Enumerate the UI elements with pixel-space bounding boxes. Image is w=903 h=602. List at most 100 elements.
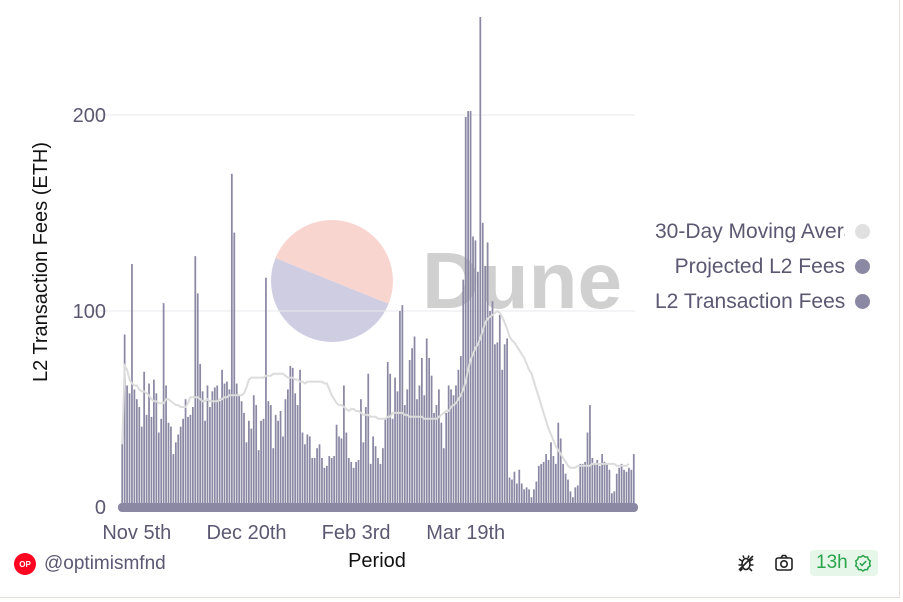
fee-bar xyxy=(143,371,146,507)
fee-bar xyxy=(330,458,333,507)
camera-icon[interactable] xyxy=(772,551,796,575)
fee-bar xyxy=(377,458,379,507)
fee-bar xyxy=(189,414,192,507)
fee-bar xyxy=(160,418,163,507)
fee-bar xyxy=(362,442,365,507)
fee-bar xyxy=(584,461,586,507)
legend-item-projected-fees[interactable]: Projected L2 Fees xyxy=(650,249,870,284)
fee-bar xyxy=(413,336,416,507)
x-tick-label: Mar 19th xyxy=(426,522,505,544)
fee-bar xyxy=(457,369,460,507)
fee-bar xyxy=(252,395,255,507)
fee-bar xyxy=(245,442,248,507)
fee-bar xyxy=(145,414,148,507)
legend: 30-Day Moving Average Projected L2 Fees … xyxy=(650,214,870,319)
fee-bar xyxy=(610,493,613,507)
fee-bar xyxy=(557,422,560,507)
fee-bar xyxy=(615,473,618,507)
fee-bar xyxy=(418,385,421,507)
fee-bar xyxy=(296,405,299,507)
moving-average-line xyxy=(121,309,630,469)
fee-bar xyxy=(284,399,287,507)
watermark-purple-half xyxy=(270,258,389,342)
y-axis-ticks: 0 100 200 xyxy=(73,105,106,519)
fee-bar xyxy=(391,418,394,507)
fee-bar xyxy=(165,385,167,507)
age-label: 13h xyxy=(816,552,848,573)
fee-bar xyxy=(386,361,389,507)
fee-bar xyxy=(430,375,433,507)
fee-bar xyxy=(369,463,372,507)
fee-bar xyxy=(423,395,426,507)
bug-icon[interactable] xyxy=(734,551,758,575)
freshness-badge[interactable]: 13h xyxy=(810,550,878,576)
fee-bar xyxy=(442,448,445,507)
fee-bar xyxy=(367,373,370,507)
fee-bar xyxy=(528,489,530,507)
fee-bar xyxy=(364,407,367,507)
fee-bar xyxy=(450,389,452,507)
creator-attribution[interactable]: OP @optimismfnd xyxy=(14,553,166,575)
fee-bar xyxy=(243,412,245,507)
fee-bar xyxy=(552,456,555,507)
fee-bar xyxy=(350,461,353,507)
fee-bar xyxy=(481,222,484,508)
fee-bar xyxy=(518,469,521,507)
fee-bar xyxy=(184,399,187,507)
fee-bar xyxy=(459,356,462,507)
fee-bar xyxy=(513,471,516,507)
fee-bar xyxy=(464,116,467,508)
fee-bar xyxy=(286,389,289,507)
fee-bar xyxy=(294,393,297,507)
fee-bar xyxy=(328,456,331,507)
fee-bar xyxy=(608,469,611,507)
fee-bar xyxy=(438,389,440,507)
fee-bar xyxy=(248,420,250,507)
fee-bar xyxy=(530,497,533,507)
legend-item-transaction-fees[interactable]: L2 Transaction Fees (ETH) xyxy=(650,284,870,319)
fee-bar xyxy=(620,463,623,507)
fee-bar xyxy=(440,422,443,507)
fee-bar xyxy=(357,459,360,507)
fee-bar xyxy=(277,420,279,507)
fee-bar xyxy=(501,369,504,507)
fee-bar xyxy=(372,436,374,507)
fee-bar xyxy=(447,385,450,507)
fee-bar xyxy=(630,469,633,507)
fee-bar xyxy=(579,463,582,507)
fee-bar xyxy=(469,111,472,507)
fee-bar xyxy=(542,461,545,507)
creator-handle[interactable]: @optimismfnd xyxy=(44,553,166,574)
fee-bar xyxy=(191,407,194,507)
legend-label: L2 Transaction Fees (ETH) xyxy=(655,289,845,313)
fee-bar xyxy=(433,412,435,507)
fee-bar xyxy=(554,463,557,507)
fee-bar xyxy=(601,454,603,507)
fee-bar xyxy=(250,428,253,507)
fee-bar xyxy=(503,344,506,507)
fee-bar xyxy=(491,301,494,507)
fee-bar xyxy=(255,405,258,507)
fee-bar xyxy=(131,263,133,507)
fee-bar xyxy=(274,414,277,507)
fee-bar xyxy=(452,395,455,507)
fee-bar xyxy=(384,418,387,507)
x-axis-baseline xyxy=(118,503,638,512)
fee-bar xyxy=(135,399,138,507)
fee-bar xyxy=(479,17,482,507)
x-axis-ticks: Nov 5th Dec 20th Feb 3rd Mar 19th xyxy=(102,522,505,544)
legend-item-moving-average[interactable]: 30-Day Moving Average xyxy=(650,214,870,249)
fee-bar xyxy=(586,432,589,507)
fee-bar xyxy=(606,463,608,507)
fee-bar xyxy=(467,111,470,507)
fee-bar xyxy=(121,442,124,507)
fee-bar xyxy=(632,454,635,507)
optimism-logo: OP xyxy=(14,553,36,575)
fee-bar xyxy=(559,438,562,507)
fee-bar xyxy=(138,407,141,507)
fee-bar xyxy=(199,363,202,507)
fee-bar xyxy=(218,401,221,507)
fee-bar xyxy=(547,459,550,507)
